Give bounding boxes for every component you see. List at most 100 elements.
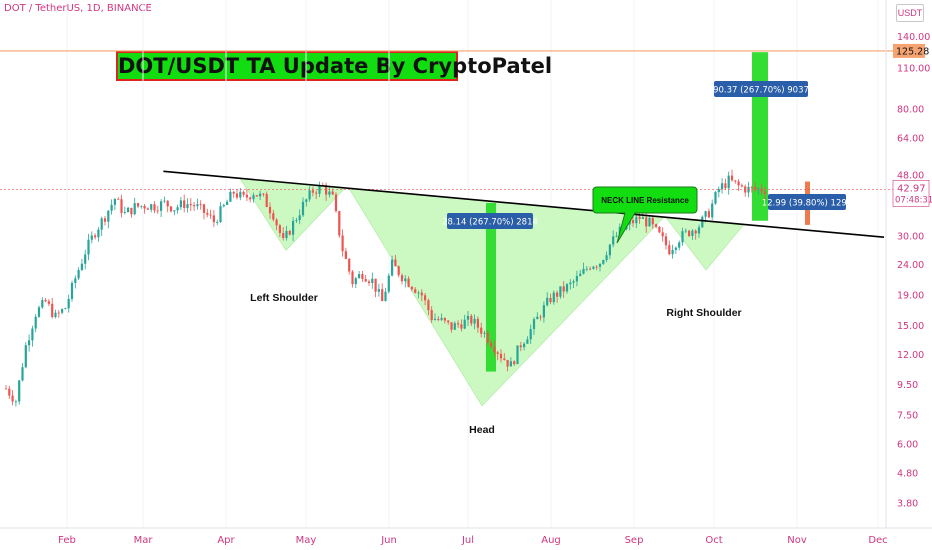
candle-body [688, 230, 691, 237]
candle-body [480, 327, 483, 334]
candle-body [186, 204, 189, 209]
candle-body [638, 216, 641, 219]
candle-body [179, 200, 182, 208]
resistance-tag [893, 43, 925, 58]
candle-body [265, 194, 268, 207]
candle-body [268, 206, 272, 214]
candle-body [493, 346, 496, 353]
candle-body [414, 289, 417, 293]
candle-body [143, 205, 146, 209]
candle-body [156, 210, 159, 212]
candle-body [328, 191, 331, 195]
y-tick-label: 7.50 [897, 411, 918, 422]
candle-body [140, 205, 143, 207]
candle-body [658, 226, 661, 233]
candle-body [11, 395, 14, 402]
candle-body [311, 190, 314, 193]
x-tick-label: Jun [380, 535, 397, 546]
candle-body [569, 282, 572, 285]
currency-tag[interactable]: USDT [896, 4, 924, 22]
measurement-label-box [768, 194, 846, 210]
candle-body [407, 278, 410, 287]
candle-body [41, 300, 44, 308]
candle-body [74, 278, 77, 283]
candle-body [24, 345, 27, 368]
candle-body [420, 292, 423, 296]
y-tick-label: 30.00 [897, 231, 924, 242]
candle-body [100, 218, 103, 230]
candle-body [651, 217, 654, 225]
candle-body [499, 353, 503, 359]
candle-body [166, 200, 169, 207]
candle-body [711, 203, 714, 218]
candle-body [565, 284, 569, 292]
x-tick-label: May [296, 535, 317, 546]
candle-body [552, 292, 555, 303]
candle-body [189, 204, 192, 206]
x-tick-label: Sep [625, 535, 644, 546]
candle-body [371, 278, 374, 284]
candle-body [34, 316, 37, 329]
y-tick-label: 80.00 [897, 104, 924, 115]
y-tick-label: 12.00 [897, 350, 924, 361]
candle-body [31, 328, 34, 341]
candle-body [460, 324, 463, 329]
candle-body [259, 193, 262, 197]
candle-body [245, 194, 248, 198]
candle-body [529, 329, 532, 340]
candle-body [107, 210, 110, 222]
candle-body [318, 184, 321, 194]
candle-body [51, 303, 54, 317]
candle-body [645, 217, 648, 227]
candle-body [668, 245, 671, 255]
candle-body [367, 281, 371, 284]
candle-body [338, 211, 341, 236]
candle-body [536, 316, 539, 320]
candle-body [404, 278, 407, 282]
symbol-label: DOT / TetherUS, 1D, BINANCE [4, 3, 152, 14]
candle-body [549, 297, 552, 303]
x-tick-label: Jul [461, 535, 474, 546]
candle-body [199, 204, 202, 206]
candle-body [209, 214, 212, 216]
candle-body [466, 315, 470, 320]
candle-body [61, 309, 64, 313]
candle-body [503, 358, 506, 360]
candle-body [457, 323, 460, 325]
candle-body [232, 191, 235, 194]
candle-body [206, 212, 209, 215]
candle-body [691, 230, 694, 237]
candle-body [754, 187, 757, 190]
candle-body [532, 319, 536, 330]
candle-body [94, 235, 97, 238]
candle-body [226, 201, 229, 205]
candle-body [153, 204, 156, 211]
candle-body [117, 198, 120, 200]
candle-body [400, 275, 404, 282]
candle-body [678, 242, 681, 248]
candle-body [377, 289, 380, 292]
candle-body [648, 217, 651, 227]
candle-body [252, 195, 255, 200]
target-bar [486, 203, 496, 372]
time-axis: Feb Mar Apr May Jun Jul Aug Sep Oct Nov Dec [0, 527, 932, 546]
candle-body [605, 255, 608, 261]
candle-body [635, 216, 638, 224]
candle-body [255, 195, 258, 197]
candle-body [18, 380, 21, 402]
candle-body [387, 275, 390, 292]
candle-body [556, 292, 559, 297]
candle-body [133, 203, 136, 215]
y-tick-label: 110.00 [897, 63, 930, 74]
candle-body [87, 239, 90, 255]
candle-body [602, 260, 605, 264]
y-tick-label: 24.00 [897, 260, 924, 271]
candle-body [364, 278, 367, 282]
neckline [163, 170, 885, 238]
candle-body [592, 266, 595, 269]
candle-body [615, 235, 618, 237]
candle-body [486, 332, 489, 343]
candle-body [641, 217, 644, 219]
candle-body [595, 266, 598, 268]
